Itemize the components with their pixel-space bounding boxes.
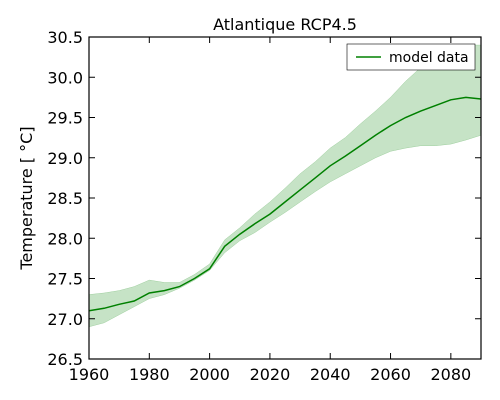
y-tick-label: 30.0 bbox=[47, 68, 83, 87]
legend: model data bbox=[346, 43, 476, 71]
y-tick-label: 28.0 bbox=[47, 229, 83, 248]
uncertainty-band-0 bbox=[88, 44, 482, 328]
y-axis: 26.5 27.0 27.5 28.0 28.5 29.0 29.5 30.0 30.5 bbox=[47, 28, 481, 369]
x-tick-label: 1960 bbox=[69, 365, 110, 384]
y-tick-label: 28.5 bbox=[47, 189, 83, 208]
y-tick-label: 29.5 bbox=[47, 109, 83, 128]
y-tick-label: 30.5 bbox=[47, 28, 83, 47]
y-tick-label: 27.5 bbox=[47, 270, 83, 289]
y-axis-label: Temperature [ °C] bbox=[17, 126, 36, 270]
y-tick-label: 26.5 bbox=[47, 350, 83, 369]
x-axis: 1960 1980 2000 2020 2040 2060 2080 bbox=[69, 37, 471, 384]
x-tick-label: 2080 bbox=[430, 365, 471, 384]
x-tick-label: 1980 bbox=[129, 365, 170, 384]
x-tick-label: 2040 bbox=[310, 365, 351, 384]
y-tick-label: 27.0 bbox=[47, 310, 83, 329]
series-line-layer bbox=[88, 96, 482, 312]
series-line-0 bbox=[88, 96, 482, 312]
x-tick-label: 2060 bbox=[370, 365, 411, 384]
uncertainty-band-layer bbox=[88, 44, 482, 328]
legend-label: model data bbox=[389, 50, 469, 66]
chart-title: Atlantique RCP4.5 bbox=[213, 15, 357, 34]
x-tick-label: 2020 bbox=[250, 365, 291, 384]
x-tick-label: 2000 bbox=[189, 365, 230, 384]
y-tick-label: 29.0 bbox=[47, 149, 83, 168]
